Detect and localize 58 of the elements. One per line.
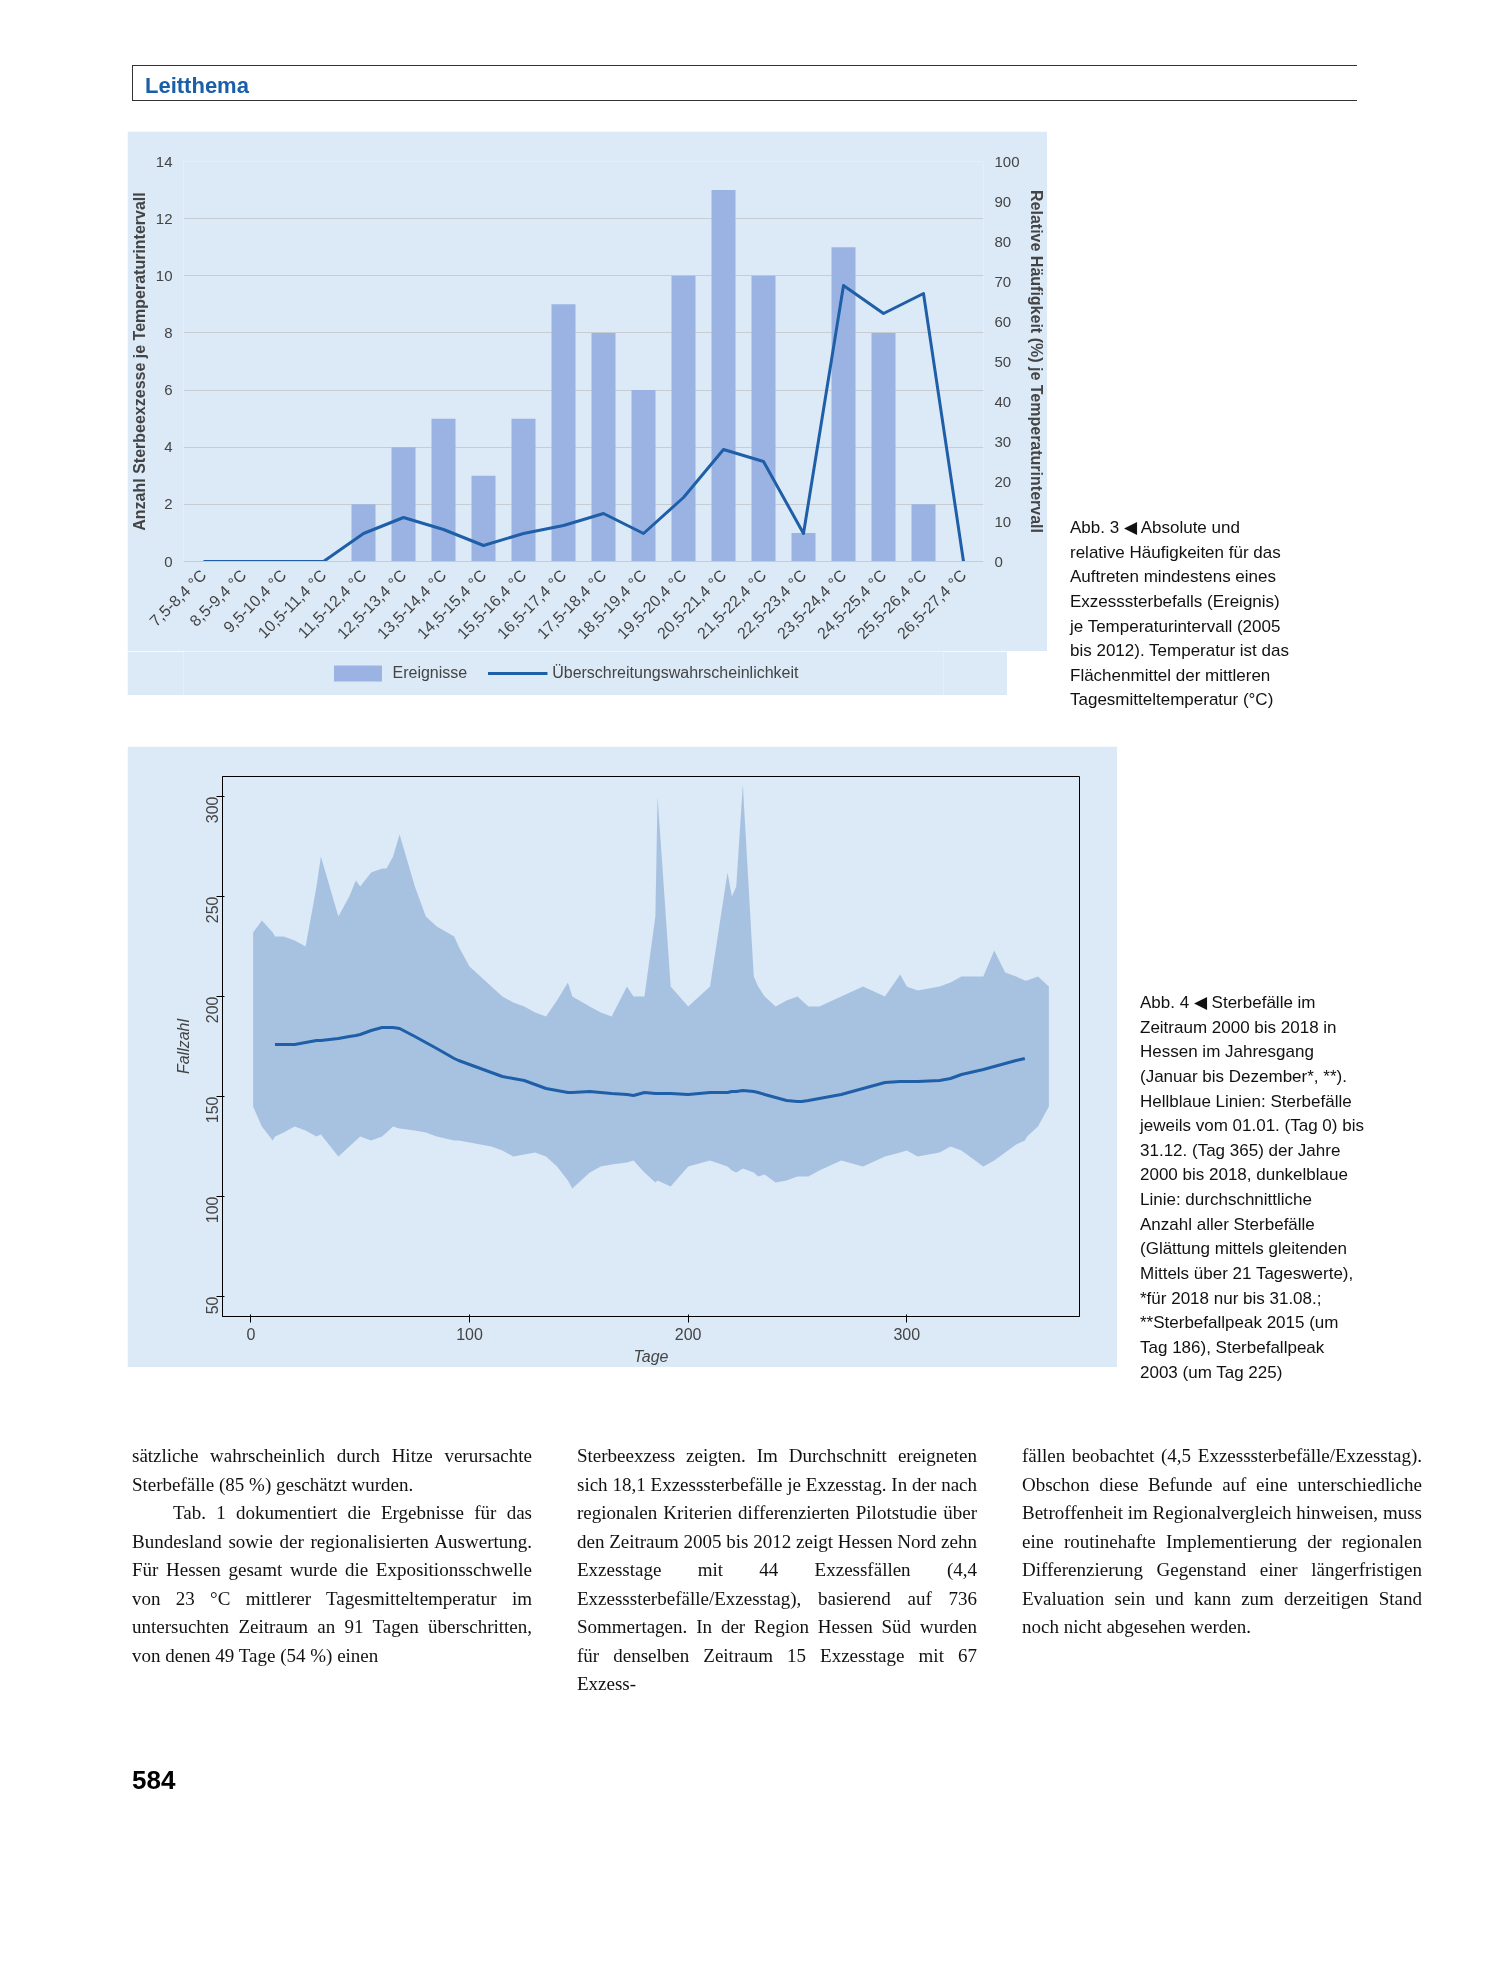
x-tick-label: 0: [246, 1325, 256, 1343]
bar: [391, 447, 416, 562]
y2-tick-label: 50: [994, 352, 1012, 370]
x-tick-label: 300: [893, 1325, 921, 1343]
bar: [791, 532, 816, 562]
text: 584: [132, 1764, 176, 1797]
y2-tick-label: 10: [994, 512, 1012, 530]
y-tick-label: 6: [164, 381, 173, 399]
x-tick-label: 200: [674, 1325, 702, 1343]
y2-tick-label: 90: [994, 192, 1012, 210]
bar: [911, 504, 936, 562]
y2-tick-label: 20: [994, 472, 1012, 490]
text: sätzliche wahrscheinlich durch Hitze verursachte Sterbefälle (85 %) geschätzt wurden. Tab. 1 dokumentiert die Ergebnisse für das Bundesland sowie der regionalisierten Auswertung. Für Hessen gesamt wurde die Expositionsschwelle von 23 °C mittlerer Tagesmitteltemperatur im untersuchten Zeitraum an 91 Tagen überschritten, von denen 49 Tage (54 %) einen: [132, 1444, 532, 1668]
bar: [831, 247, 856, 562]
y-axis-title: Anzahl Sterbeexzesse je Temperaturintervall: [130, 192, 148, 531]
y-axis-title: Fallzahl: [174, 1018, 192, 1075]
y2-tick-label: 80: [994, 232, 1012, 250]
y-tick-label: 100: [203, 1196, 221, 1224]
y-tick-label: 50: [203, 1296, 221, 1315]
text: Leitthema: [145, 72, 249, 100]
bar: [351, 504, 376, 562]
bar: [671, 275, 696, 562]
bar: [431, 418, 456, 562]
y-tick-label: 200: [203, 996, 221, 1024]
bar: [511, 418, 536, 562]
y-tick-label: 4: [164, 438, 173, 456]
y2-tick-label: 100: [994, 152, 1020, 170]
text: Abb. 4 ◀ Sterbefälle im Zeitraum 2000 bis 2018 in Hessen im Jahresgang (Januar bis Dezember*, **). Hellblaue Linien: Sterbefälle jeweils vom 01.01. (Tag 0) bis 31.12. (Tag 365) der Jahre 2000 bis 2018, dunkelblaue Linie: durchschnittliche Anzahl aller Sterbefälle (Glättung mittels gleitenden Mittels über 21 Tageswerte), *für 2018 nur bis 31.08.; **Sterbefallpeak 2015 (um Tag 186), Sterbefallpeak 2003 (um Tag 225): [1140, 993, 1364, 1382]
y-tick-label: 150: [203, 1096, 221, 1124]
bar: [631, 390, 656, 562]
y2-axis-title: Relative Häufigkeit (%) je Temperaturintervall: [1027, 190, 1045, 533]
legend-label: Ereignisse: [392, 664, 468, 682]
y2-tick-label: 40: [994, 392, 1012, 410]
bar: [551, 304, 576, 562]
bar: [871, 332, 896, 562]
y-tick-label: 14: [155, 152, 173, 170]
bar: [711, 190, 736, 562]
y2-tick-label: 70: [994, 272, 1012, 290]
y-tick-label: 12: [155, 209, 173, 227]
bar: [471, 475, 496, 562]
line-series: [202, 284, 965, 562]
y-tick-label: 10: [155, 266, 173, 284]
bar: [591, 332, 616, 562]
y-tick-label: 0: [164, 552, 173, 570]
y-tick-label: 250: [203, 896, 221, 924]
x-axis-title: Tage: [633, 1347, 669, 1365]
text: fällen beobachtet (4,5 Exzesssterbefälle/Exzesstag). Obschon diese Befunde auf eine unterschiedliche Betroffenheit im Regionalvergleich hinweisen, muss eine routinehafte Implementierung der regionalen Differenzierung Gegenstand einer längerfristigen Evaluation sein und kann zum derzeitigen Stand noch nicht abgesehen werden.: [1022, 1444, 1422, 1639]
y-tick-label: 300: [203, 796, 221, 824]
x-tick-label: 100: [456, 1325, 483, 1343]
bar: [751, 275, 776, 562]
legend-label: Überschreitungswahrscheinlichkeit: [552, 664, 799, 682]
y2-tick-label: 30: [994, 432, 1012, 450]
y2-tick-label: 60: [994, 312, 1012, 330]
text: Sterbeexzess zeigten. Im Durchschnitt ereigneten sich 18,1 Exzesssterbefälle je Exzesstag. In der nach regionalen Kriterien differenzierten Pilotstudie über den Zeitraum 2005 bis 2012 zeigt Hessen Nord zehn Exzesstage mit 44 Exzessfällen (4,4 Exzesssterbefälle/Exzesstag), basierend auf 736 Sommertagen. In der Region Hessen Süd wurden für denselben Zeitraum 15 Exzesstage mit 67 Exzess-: [577, 1445, 977, 1694]
y-tick-label: 2: [164, 495, 173, 513]
caption: Abb. 3 ◀ Absolute und relative Häufigkeiten für das Auftreten mindestens eines Exzesssterbefalls (Ereignis) je Temperaturintervall (2005 bis 2012). Temperatur ist das Flächenmittel der mittleren Tagesmitteltemperatur (°C): [1070, 517, 1290, 712]
y-tick-label: 8: [164, 323, 173, 341]
y2-tick-label: 0: [994, 552, 1003, 570]
